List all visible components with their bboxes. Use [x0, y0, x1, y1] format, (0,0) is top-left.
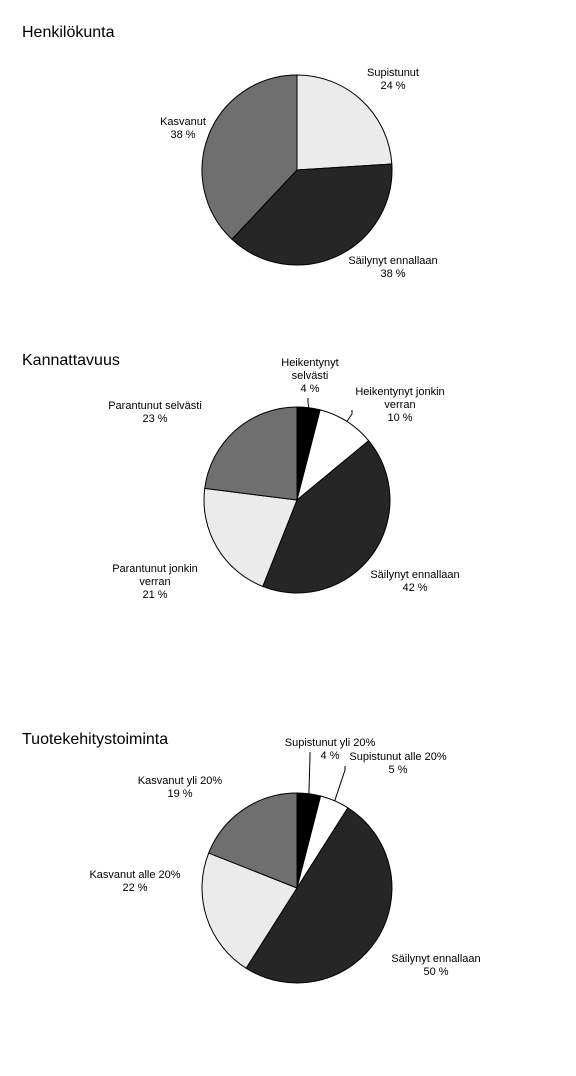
- slice-label: Heikentynyt selvästi 4 %: [270, 357, 350, 396]
- pie-slice: [208, 792, 298, 889]
- slice-label: Säilynyt ennallaan 38 %: [333, 255, 453, 281]
- slice-name: Supistunut: [367, 67, 419, 79]
- pie-slice: [245, 807, 393, 984]
- chart-title: Henkilökunta: [22, 24, 115, 41]
- slice-label: Parantunut jonkin verran 21 %: [105, 563, 205, 602]
- leader-line: [346, 410, 353, 422]
- pie-slice: [231, 163, 393, 266]
- slice-name: Heikentynyt selvästi: [281, 357, 339, 382]
- slice-value-label: 23 %: [142, 413, 168, 425]
- chart-title: Tuotekehitystoiminta: [22, 731, 169, 748]
- slice-name: Supistunut yli 20%: [284, 737, 376, 749]
- slice-label: Säilynyt ennallaan 42 %: [360, 569, 470, 595]
- pie-slice: [204, 406, 298, 501]
- slice-value-label: 42 %: [402, 582, 428, 594]
- slice-label: Parantunut selvästi 23 %: [95, 400, 215, 426]
- pie-slice: [296, 74, 393, 171]
- slice-name: Kasvanut yli 20%: [137, 775, 223, 787]
- slice-value-label: 22 %: [122, 882, 148, 894]
- slice-name: Kasvanut alle 20%: [89, 869, 181, 881]
- slice-value-label: 38 %: [380, 268, 406, 280]
- slice-label: Kasvanut 38 %: [143, 116, 223, 142]
- slice-name: Säilynyt ennallaan: [370, 569, 460, 581]
- slice-value-label: 50 %: [423, 966, 449, 978]
- slice-value-label: 4 %: [320, 750, 340, 762]
- slice-name: Heikentynyt jonkin verran: [355, 386, 445, 411]
- slice-name: Parantunut jonkin verran: [112, 563, 198, 588]
- slice-value-label: 19 %: [167, 788, 193, 800]
- slice-name: Säilynyt ennallaan: [391, 953, 481, 965]
- slice-value-label: 24 %: [380, 80, 406, 92]
- slice-value-label: 10 %: [387, 412, 413, 424]
- slice-name: Kasvanut: [160, 116, 206, 128]
- pie-slice: [201, 852, 298, 969]
- slice-label: Heikentynyt jonkin verran 10 %: [340, 386, 460, 425]
- slice-label: Kasvanut alle 20% 22 %: [80, 869, 190, 895]
- slice-label: Supistunut yli 20% 4 %: [275, 737, 385, 763]
- pie-slice: [201, 74, 298, 240]
- slice-label: Säilynyt ennallaan 50 %: [381, 953, 491, 979]
- leader-line: [334, 766, 346, 801]
- leader-line: [307, 398, 310, 408]
- slice-name: Supistunut alle 20%: [349, 751, 447, 763]
- slice-value-label: 38 %: [170, 129, 196, 141]
- slice-label: Kasvanut yli 20% 19 %: [125, 775, 235, 801]
- slice-value-label: 4 %: [300, 383, 320, 395]
- slice-label: Supistunut alle 20% 5 %: [338, 751, 458, 777]
- pie-slice: [203, 487, 298, 588]
- slice-label: Supistunut 24 %: [348, 67, 438, 93]
- slice-name: Parantunut selvästi: [108, 400, 202, 412]
- slice-name: Säilynyt ennallaan: [348, 255, 438, 267]
- leader-line: [308, 752, 311, 794]
- chart-title: Kannattavuus: [22, 352, 120, 369]
- pie-slice: [262, 440, 391, 594]
- slice-value-label: 21 %: [142, 589, 168, 601]
- slice-value-label: 5 %: [388, 764, 408, 776]
